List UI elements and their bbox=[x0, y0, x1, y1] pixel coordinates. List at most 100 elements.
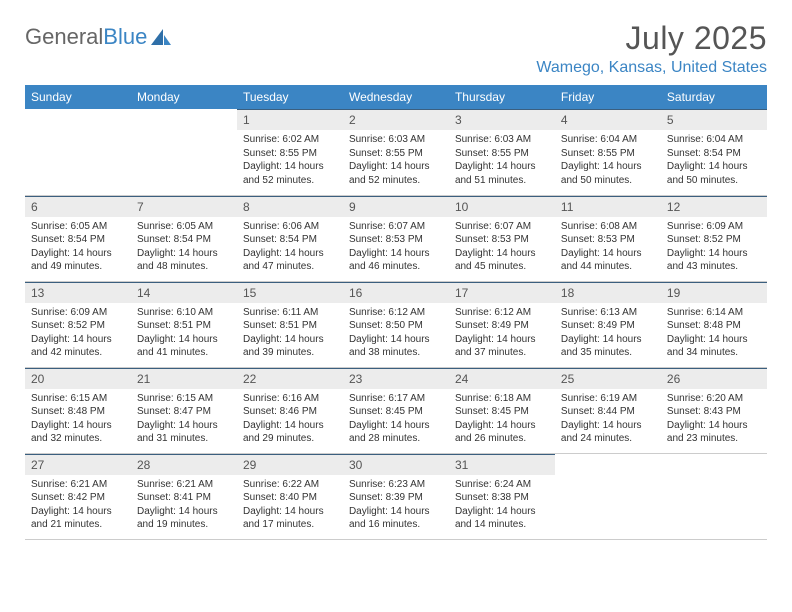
calendar-day-cell: 21Sunrise: 6:15 AMSunset: 8:47 PMDayligh… bbox=[131, 367, 237, 453]
day-content: Sunrise: 6:15 AMSunset: 8:47 PMDaylight:… bbox=[131, 389, 237, 450]
calendar-day-cell: 6Sunrise: 6:05 AMSunset: 8:54 PMDaylight… bbox=[25, 195, 131, 281]
day-content: Sunrise: 6:17 AMSunset: 8:45 PMDaylight:… bbox=[343, 389, 449, 450]
day-number: 29 bbox=[237, 454, 343, 475]
calendar-week-row: 20Sunrise: 6:15 AMSunset: 8:48 PMDayligh… bbox=[25, 367, 767, 453]
brand-logo: GeneralBlue bbox=[25, 20, 173, 50]
weekday-header: Monday bbox=[131, 85, 237, 109]
day-content: Sunrise: 6:16 AMSunset: 8:46 PMDaylight:… bbox=[237, 389, 343, 450]
calendar-day-cell bbox=[661, 453, 767, 539]
day-content: Sunrise: 6:21 AMSunset: 8:41 PMDaylight:… bbox=[131, 475, 237, 536]
header: GeneralBlue July 2025 Wamego, Kansas, Un… bbox=[25, 20, 767, 77]
day-content: Sunrise: 6:03 AMSunset: 8:55 PMDaylight:… bbox=[343, 130, 449, 191]
weekday-header: Saturday bbox=[661, 85, 767, 109]
calendar-day-cell bbox=[555, 453, 661, 539]
day-number: 1 bbox=[237, 109, 343, 130]
calendar-day-cell bbox=[131, 109, 237, 195]
location: Wamego, Kansas, United States bbox=[536, 59, 767, 77]
calendar-day-cell: 11Sunrise: 6:08 AMSunset: 8:53 PMDayligh… bbox=[555, 195, 661, 281]
day-content: Sunrise: 6:15 AMSunset: 8:48 PMDaylight:… bbox=[25, 389, 131, 450]
day-number: 26 bbox=[661, 368, 767, 389]
calendar-week-row: 27Sunrise: 6:21 AMSunset: 8:42 PMDayligh… bbox=[25, 453, 767, 539]
calendar-day-cell: 13Sunrise: 6:09 AMSunset: 8:52 PMDayligh… bbox=[25, 281, 131, 367]
calendar-day-cell: 15Sunrise: 6:11 AMSunset: 8:51 PMDayligh… bbox=[237, 281, 343, 367]
calendar-day-cell: 31Sunrise: 6:24 AMSunset: 8:38 PMDayligh… bbox=[449, 453, 555, 539]
day-number: 28 bbox=[131, 454, 237, 475]
day-number: 21 bbox=[131, 368, 237, 389]
title-block: July 2025 Wamego, Kansas, United States bbox=[536, 20, 767, 77]
calendar-day-cell: 23Sunrise: 6:17 AMSunset: 8:45 PMDayligh… bbox=[343, 367, 449, 453]
weekday-header: Wednesday bbox=[343, 85, 449, 109]
calendar-day-cell: 28Sunrise: 6:21 AMSunset: 8:41 PMDayligh… bbox=[131, 453, 237, 539]
calendar-week-row: 1Sunrise: 6:02 AMSunset: 8:55 PMDaylight… bbox=[25, 109, 767, 195]
day-number: 8 bbox=[237, 196, 343, 217]
calendar-day-cell: 14Sunrise: 6:10 AMSunset: 8:51 PMDayligh… bbox=[131, 281, 237, 367]
calendar-day-cell: 27Sunrise: 6:21 AMSunset: 8:42 PMDayligh… bbox=[25, 453, 131, 539]
weekday-header: Tuesday bbox=[237, 85, 343, 109]
day-content: Sunrise: 6:09 AMSunset: 8:52 PMDaylight:… bbox=[25, 303, 131, 364]
day-number: 12 bbox=[661, 196, 767, 217]
day-content: Sunrise: 6:05 AMSunset: 8:54 PMDaylight:… bbox=[25, 217, 131, 278]
calendar-day-cell: 26Sunrise: 6:20 AMSunset: 8:43 PMDayligh… bbox=[661, 367, 767, 453]
calendar-day-cell: 4Sunrise: 6:04 AMSunset: 8:55 PMDaylight… bbox=[555, 109, 661, 195]
day-number: 24 bbox=[449, 368, 555, 389]
calendar-week-row: 6Sunrise: 6:05 AMSunset: 8:54 PMDaylight… bbox=[25, 195, 767, 281]
day-content: Sunrise: 6:20 AMSunset: 8:43 PMDaylight:… bbox=[661, 389, 767, 450]
day-content: Sunrise: 6:03 AMSunset: 8:55 PMDaylight:… bbox=[449, 130, 555, 191]
day-number: 15 bbox=[237, 282, 343, 303]
day-content: Sunrise: 6:23 AMSunset: 8:39 PMDaylight:… bbox=[343, 475, 449, 536]
day-content: Sunrise: 6:10 AMSunset: 8:51 PMDaylight:… bbox=[131, 303, 237, 364]
day-number: 22 bbox=[237, 368, 343, 389]
weekday-header: Thursday bbox=[449, 85, 555, 109]
day-number: 4 bbox=[555, 109, 661, 130]
day-number: 19 bbox=[661, 282, 767, 303]
day-content: Sunrise: 6:07 AMSunset: 8:53 PMDaylight:… bbox=[449, 217, 555, 278]
month-title: July 2025 bbox=[536, 20, 767, 57]
day-content: Sunrise: 6:04 AMSunset: 8:55 PMDaylight:… bbox=[555, 130, 661, 191]
day-number: 14 bbox=[131, 282, 237, 303]
day-content: Sunrise: 6:18 AMSunset: 8:45 PMDaylight:… bbox=[449, 389, 555, 450]
calendar-page: GeneralBlue July 2025 Wamego, Kansas, Un… bbox=[0, 0, 792, 560]
day-number: 10 bbox=[449, 196, 555, 217]
day-content: Sunrise: 6:08 AMSunset: 8:53 PMDaylight:… bbox=[555, 217, 661, 278]
day-number: 9 bbox=[343, 196, 449, 217]
day-number: 5 bbox=[661, 109, 767, 130]
calendar-day-cell: 16Sunrise: 6:12 AMSunset: 8:50 PMDayligh… bbox=[343, 281, 449, 367]
logo-sail-icon bbox=[149, 27, 173, 47]
day-content: Sunrise: 6:24 AMSunset: 8:38 PMDaylight:… bbox=[449, 475, 555, 536]
calendar-day-cell: 12Sunrise: 6:09 AMSunset: 8:52 PMDayligh… bbox=[661, 195, 767, 281]
day-number: 17 bbox=[449, 282, 555, 303]
day-number: 2 bbox=[343, 109, 449, 130]
day-content: Sunrise: 6:02 AMSunset: 8:55 PMDaylight:… bbox=[237, 130, 343, 191]
brand-part1: General bbox=[25, 24, 103, 50]
day-content: Sunrise: 6:04 AMSunset: 8:54 PMDaylight:… bbox=[661, 130, 767, 191]
day-number: 7 bbox=[131, 196, 237, 217]
day-number: 11 bbox=[555, 196, 661, 217]
calendar-week-row: 13Sunrise: 6:09 AMSunset: 8:52 PMDayligh… bbox=[25, 281, 767, 367]
calendar-day-cell: 22Sunrise: 6:16 AMSunset: 8:46 PMDayligh… bbox=[237, 367, 343, 453]
calendar-day-cell: 29Sunrise: 6:22 AMSunset: 8:40 PMDayligh… bbox=[237, 453, 343, 539]
calendar-day-cell: 18Sunrise: 6:13 AMSunset: 8:49 PMDayligh… bbox=[555, 281, 661, 367]
day-number: 30 bbox=[343, 454, 449, 475]
calendar-day-cell: 24Sunrise: 6:18 AMSunset: 8:45 PMDayligh… bbox=[449, 367, 555, 453]
calendar-table: Sunday Monday Tuesday Wednesday Thursday… bbox=[25, 85, 767, 540]
day-content: Sunrise: 6:12 AMSunset: 8:49 PMDaylight:… bbox=[449, 303, 555, 364]
day-number: 16 bbox=[343, 282, 449, 303]
day-number: 13 bbox=[25, 282, 131, 303]
calendar-day-cell: 7Sunrise: 6:05 AMSunset: 8:54 PMDaylight… bbox=[131, 195, 237, 281]
day-content: Sunrise: 6:13 AMSunset: 8:49 PMDaylight:… bbox=[555, 303, 661, 364]
calendar-day-cell: 20Sunrise: 6:15 AMSunset: 8:48 PMDayligh… bbox=[25, 367, 131, 453]
day-content: Sunrise: 6:14 AMSunset: 8:48 PMDaylight:… bbox=[661, 303, 767, 364]
calendar-day-cell bbox=[25, 109, 131, 195]
weekday-header: Sunday bbox=[25, 85, 131, 109]
calendar-day-cell: 3Sunrise: 6:03 AMSunset: 8:55 PMDaylight… bbox=[449, 109, 555, 195]
calendar-day-cell: 25Sunrise: 6:19 AMSunset: 8:44 PMDayligh… bbox=[555, 367, 661, 453]
weekday-header: Friday bbox=[555, 85, 661, 109]
day-number: 18 bbox=[555, 282, 661, 303]
calendar-day-cell: 17Sunrise: 6:12 AMSunset: 8:49 PMDayligh… bbox=[449, 281, 555, 367]
day-content: Sunrise: 6:11 AMSunset: 8:51 PMDaylight:… bbox=[237, 303, 343, 364]
calendar-day-cell: 10Sunrise: 6:07 AMSunset: 8:53 PMDayligh… bbox=[449, 195, 555, 281]
calendar-header-row: Sunday Monday Tuesday Wednesday Thursday… bbox=[25, 85, 767, 109]
calendar-day-cell: 9Sunrise: 6:07 AMSunset: 8:53 PMDaylight… bbox=[343, 195, 449, 281]
day-number: 20 bbox=[25, 368, 131, 389]
day-number: 27 bbox=[25, 454, 131, 475]
